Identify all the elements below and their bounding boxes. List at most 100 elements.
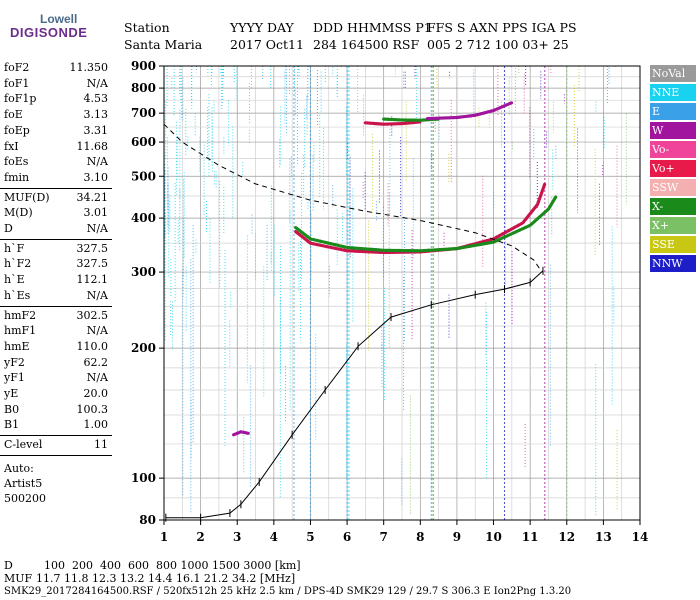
echo-point xyxy=(400,122,404,125)
param-row-fof2: foF2 11.350 xyxy=(4,61,108,76)
muf-values: 11.7 11.8 12.3 13.2 14.4 16.1 21.2 34.2 … xyxy=(36,572,296,585)
legend-item-vo: Vo- xyxy=(650,141,696,158)
param-row-fmin: fmin 3.10 xyxy=(4,171,108,186)
x-tick-label: 1 xyxy=(160,530,168,544)
param-key: foEp xyxy=(4,123,30,137)
param-value: 11 xyxy=(94,438,108,452)
param-row-hme: hmE 110.0 xyxy=(4,340,108,355)
x-tick-label: 9 xyxy=(453,530,461,544)
param-value: 110.0 xyxy=(76,339,109,353)
echo-point xyxy=(474,114,477,117)
y-tick-label: 800 xyxy=(131,81,156,95)
header-params-label: FFS S AXN PPS IGA PS xyxy=(427,20,577,35)
param-row-fxi: fxI 11.68 xyxy=(4,140,108,155)
echo-point xyxy=(345,249,349,253)
echo-point xyxy=(382,117,385,121)
param-key: foF1p xyxy=(4,92,37,106)
param-key: foE xyxy=(4,108,23,122)
param-row-hf: h`F 327.5 xyxy=(4,242,108,257)
param-row-fof1p: foF1p 4.53 xyxy=(4,92,108,107)
auto-scaling-line: Auto: xyxy=(4,462,34,476)
echo-trace xyxy=(363,120,422,126)
param-value: 3.31 xyxy=(83,123,109,137)
ionogram-chart: 1 2 3 4 5 6 7 8 9 10 11 12 13 14801002003004005006007… xyxy=(131,59,648,544)
param-row-hes: h`Es N/A xyxy=(4,289,108,304)
legend-item-w: W xyxy=(650,122,696,139)
panel-separator xyxy=(0,238,112,240)
x-tick-label: 11 xyxy=(522,530,539,544)
param-key: hmF1 xyxy=(4,324,37,338)
param-key: fxI xyxy=(4,139,19,153)
echo-point xyxy=(247,432,250,435)
param-value: 100.3 xyxy=(76,402,109,416)
header-station-value: Santa Maria xyxy=(124,37,203,52)
auto-scaling-line: 500200 xyxy=(4,492,46,506)
panel-separator xyxy=(0,455,112,457)
distance-values: 100 200 400 600 800 1000 1500 3000 [km] xyxy=(44,559,301,572)
legend-item-ssw: SSW xyxy=(650,179,696,196)
echo-point xyxy=(400,118,404,122)
echo-point xyxy=(294,226,298,229)
echo-trace xyxy=(426,101,514,121)
param-value: 11.68 xyxy=(76,139,109,153)
echo-point xyxy=(232,433,235,436)
echo-point xyxy=(382,251,385,254)
y-tick-label: 400 xyxy=(131,211,156,225)
echo-point xyxy=(426,117,429,120)
param-value: 62.2 xyxy=(83,355,109,369)
echo-point xyxy=(309,241,312,245)
legend-item-nnw: NNW xyxy=(650,255,696,272)
param-row-md: M(D) 3.01 xyxy=(4,206,108,221)
x-tick-label: 12 xyxy=(558,530,575,544)
echo-point xyxy=(364,121,367,124)
legend-item-x: X+ xyxy=(650,217,696,234)
panel-separator xyxy=(0,435,112,437)
x-tick-label: 2 xyxy=(196,530,204,544)
param-key: fmin xyxy=(4,170,30,184)
param-key: foF2 xyxy=(4,61,30,74)
param-value: 11.350 xyxy=(69,61,109,74)
logo-digisonde: DIGISONDE xyxy=(10,25,88,40)
param-key: foEs xyxy=(4,155,29,169)
echo-point xyxy=(528,224,532,227)
echo-point xyxy=(309,237,312,241)
echo-point xyxy=(554,195,557,199)
param-row-fof1: foF1 N/A xyxy=(4,77,108,92)
legend-item-e: E xyxy=(650,103,696,120)
param-row-he: h`E 112.1 xyxy=(4,273,108,288)
param-row-ye: yE 20.0 xyxy=(4,387,108,402)
echo-point xyxy=(492,109,495,112)
panel-separator xyxy=(0,187,112,189)
param-key: B0 xyxy=(4,402,20,416)
param-row-d: D N/A xyxy=(4,222,108,237)
muf-label: MUF xyxy=(4,572,33,585)
x-tick-label: 6 xyxy=(343,530,351,544)
param-row-b0: B0 100.3 xyxy=(4,403,108,418)
param-value: N/A xyxy=(86,324,108,338)
echo-point xyxy=(382,122,385,126)
y-tick-label: 700 xyxy=(131,106,156,120)
echo-point xyxy=(510,101,514,104)
legend-item-x: X- xyxy=(650,198,696,215)
electron-density-profile xyxy=(165,270,544,519)
y-tick-label: 900 xyxy=(131,59,156,73)
footer-info: SMK29_2017284164500.RSF / 520fx512h 25 k… xyxy=(4,586,572,597)
param-value: N/A xyxy=(86,76,108,90)
header-date-value: 2017 Oct11 xyxy=(230,37,304,52)
legend-item-noval: NoVal xyxy=(650,65,696,82)
echo-point xyxy=(382,249,385,252)
param-row-hf2: h`F2 327.5 xyxy=(4,257,108,272)
x-tick-label: 4 xyxy=(270,530,278,544)
param-key: h`Es xyxy=(4,288,31,302)
echo-point xyxy=(536,203,539,206)
param-row-yf2: yF2 62.2 xyxy=(4,356,108,371)
param-key: C-level xyxy=(4,438,43,452)
param-row-yf1: yF1 N/A xyxy=(4,371,108,386)
echo-point xyxy=(419,249,422,253)
plot-frame xyxy=(163,65,641,521)
param-value: 4.53 xyxy=(83,92,109,106)
y-tick-label: 200 xyxy=(131,341,156,355)
param-row-foe: foE 3.13 xyxy=(4,108,108,123)
param-value: 34.21 xyxy=(76,190,109,204)
param-value: N/A xyxy=(86,155,108,169)
